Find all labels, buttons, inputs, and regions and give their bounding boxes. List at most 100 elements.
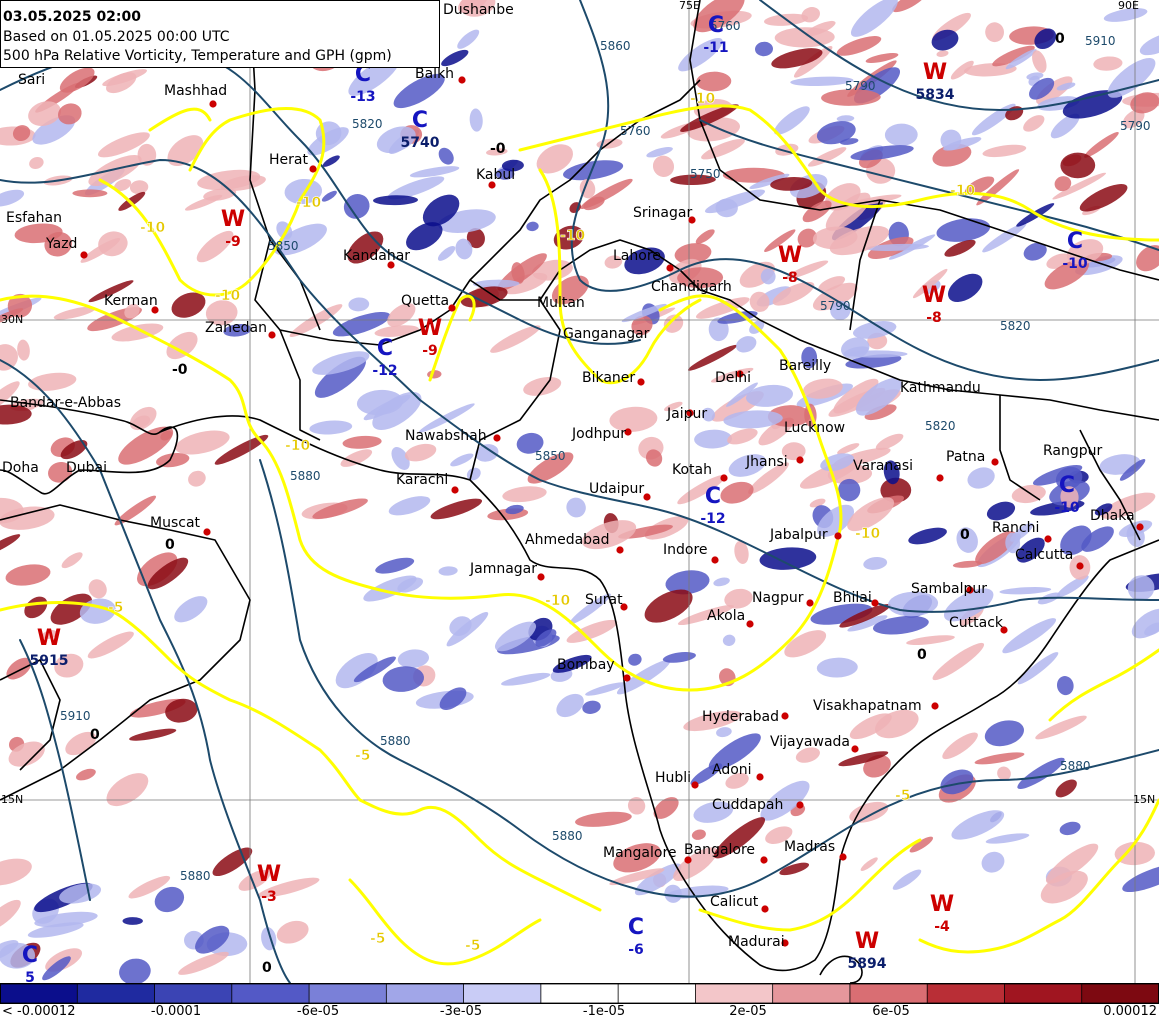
temperature-label: -10 xyxy=(296,195,322,211)
vorticity-patch xyxy=(912,268,948,299)
vorticity-patch xyxy=(422,194,460,227)
vorticity-patch xyxy=(393,73,445,109)
vorticity-patch xyxy=(621,303,667,323)
vorticity-patch xyxy=(526,221,539,232)
vorticity-patch xyxy=(505,504,524,515)
vorticity-patch xyxy=(838,478,861,502)
vorticity-patch xyxy=(817,504,855,537)
vorticity-patch xyxy=(724,588,753,609)
vorticity-patch xyxy=(0,189,25,207)
vorticity-patch xyxy=(335,653,378,689)
city-label: Muscat xyxy=(150,515,201,531)
colorbar-swatch xyxy=(926,983,1006,1004)
colorbar-swatch xyxy=(0,983,79,1004)
city-labels: Dushanbe Balkh Mashhad Sari Herat Kabul Srinag… xyxy=(2,2,1135,950)
vorticity-patch xyxy=(803,378,843,399)
vorticity-patch xyxy=(728,454,767,477)
vorticity-patch xyxy=(717,310,758,324)
vorticity-patch xyxy=(708,733,761,771)
vorticity-patch xyxy=(690,763,723,786)
vorticity-patch xyxy=(511,262,525,284)
city-label: Bangalore xyxy=(684,842,755,858)
vorticity-patch xyxy=(951,810,1005,840)
vorticity-patch xyxy=(932,642,985,681)
vorticity-patch xyxy=(1107,57,1156,98)
city-dot xyxy=(448,304,456,312)
vorticity-patch xyxy=(696,71,732,92)
vorticity-patch xyxy=(469,108,483,132)
vorticity-patch xyxy=(720,481,754,504)
gph-label: 5880 xyxy=(552,829,583,843)
vorticity-patch xyxy=(205,300,238,326)
vorticity-patch xyxy=(175,430,230,455)
vorticity-patch xyxy=(397,649,430,668)
vorticity-patch xyxy=(1127,575,1155,601)
vorticity-patch xyxy=(985,22,1005,43)
vorticity-patch xyxy=(609,868,665,886)
vorticity-patch xyxy=(982,144,1027,158)
misc-values: 0 0 -0 0 0 0 0 -0 xyxy=(90,31,1065,976)
misc-value: -0 xyxy=(172,362,188,378)
cold-center-letter: C xyxy=(705,484,721,509)
colorbar-swatch xyxy=(231,983,310,1004)
vorticity-patch xyxy=(865,52,899,64)
vorticity-patch xyxy=(652,155,675,177)
vorticity-patch xyxy=(1144,622,1159,636)
vorticity-patch xyxy=(940,129,962,151)
vorticity-patch xyxy=(75,768,96,781)
city-label: Bikaner xyxy=(582,370,635,386)
city-label: Surat xyxy=(585,592,623,608)
warm-center-value: 5915 xyxy=(30,653,69,669)
city-label: Esfahan xyxy=(6,210,62,226)
warm-center-letter: W xyxy=(855,929,879,954)
grid-label-lat15-right: 15N xyxy=(1133,793,1155,806)
gph-label: 5790 xyxy=(845,79,876,93)
vorticity-patch xyxy=(999,587,1052,595)
vorticity-patch xyxy=(967,467,995,489)
city-dot xyxy=(781,712,789,720)
city-label: Patna xyxy=(946,449,985,465)
vorticity-patch xyxy=(644,589,693,623)
vorticity-patch xyxy=(665,570,710,595)
vorticity-patch xyxy=(238,869,271,891)
vorticity-patch xyxy=(963,63,1017,77)
vorticity-patch xyxy=(1136,245,1159,272)
vorticity-patch xyxy=(759,547,817,570)
city-label: Jhansi xyxy=(745,454,788,470)
city-dot xyxy=(643,493,651,501)
vorticity-patch xyxy=(880,477,912,503)
vorticity-patch xyxy=(837,443,860,455)
vorticity-patch xyxy=(847,615,888,632)
city-label: Karachi xyxy=(396,472,448,488)
vorticity-patch xyxy=(683,710,742,732)
vorticity-patch xyxy=(816,657,858,678)
gph-label: 5760 xyxy=(710,19,741,33)
city-label: Akola xyxy=(707,608,745,624)
temperature-label: -10 xyxy=(140,220,166,236)
vorticity-patch xyxy=(749,173,790,190)
cold-center-letter: C xyxy=(377,336,393,361)
vorticity-patch xyxy=(1016,537,1045,563)
vorticity-patch xyxy=(437,245,456,261)
vorticity-patch xyxy=(475,444,499,462)
gph-label: 5880 xyxy=(290,469,321,483)
vorticity-patch xyxy=(28,101,62,126)
city-label: Kerman xyxy=(104,293,158,309)
vorticity-patch xyxy=(771,48,823,69)
city-label: Indore xyxy=(663,542,708,558)
city-dot xyxy=(488,181,496,189)
vorticity-patch xyxy=(801,346,818,369)
city-label: Bhilai xyxy=(833,590,872,606)
vorticity-patch xyxy=(663,314,684,333)
cold-center-value: -10 xyxy=(1062,256,1088,272)
vorticity-patch xyxy=(892,869,922,890)
city-label: Doha xyxy=(2,460,39,476)
vorticity-patch xyxy=(645,449,663,467)
temperature-labels: -10 -10 -10 -10 -10 -10 -10 -10 -10 -5 -5 -5 -5 -5 xyxy=(108,91,976,955)
vorticity-patch xyxy=(673,847,718,882)
city-label: Kathmandu xyxy=(900,380,981,396)
vorticity-patch xyxy=(563,160,624,181)
vorticity-patch xyxy=(801,7,820,23)
vorticity-patch xyxy=(0,381,20,414)
city-label: Dhaka xyxy=(1090,508,1135,524)
